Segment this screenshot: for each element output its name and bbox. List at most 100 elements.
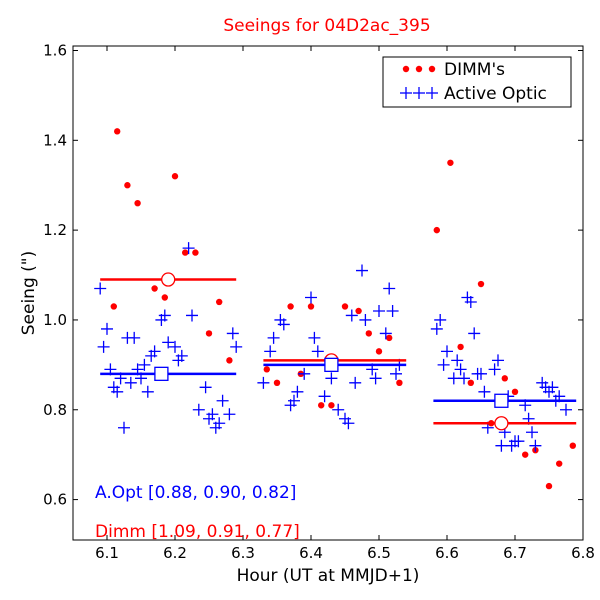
active-optic-point <box>311 345 324 358</box>
dimm-point <box>556 460 563 467</box>
legend-active-optic-marker <box>400 87 438 99</box>
active-optic-point <box>97 340 110 353</box>
active-optic-point <box>216 394 229 407</box>
active-optic-point <box>560 403 572 416</box>
chart-title: Seeings for 04D2ac_395 <box>223 16 430 36</box>
dimm-point <box>205 330 213 337</box>
active-optic-point <box>223 408 236 421</box>
plot-area <box>94 128 576 490</box>
active-optic-point <box>369 372 382 385</box>
active-optic-point <box>141 385 154 398</box>
active-optic-point <box>305 291 317 304</box>
dimm-point <box>341 303 349 310</box>
segment-means <box>100 272 577 431</box>
active-optic-point <box>267 331 280 344</box>
active-optic-point <box>359 313 372 326</box>
active-optic-point <box>454 363 467 376</box>
active-optic-point <box>308 331 321 344</box>
active-optic-point <box>495 439 508 452</box>
active-optic-point <box>492 354 504 367</box>
dimm-point <box>396 379 403 387</box>
dimm-point <box>545 482 553 490</box>
active-optic-point <box>379 327 392 340</box>
active-optic-point <box>434 313 447 326</box>
y-tick-label: 1.2 <box>43 221 67 239</box>
active-optic-point <box>332 403 345 416</box>
dimm-point <box>307 303 315 310</box>
active-optic-mean-marker <box>324 357 339 373</box>
legend-dimm-marker <box>402 65 436 73</box>
active-optic-point <box>94 282 107 295</box>
active-optic-point <box>468 327 481 340</box>
x-tick-label: 6.1 <box>95 544 119 562</box>
dimm-point <box>386 334 393 342</box>
dimm-point <box>114 128 121 135</box>
active-optic-point <box>288 394 300 407</box>
active-optic-point <box>512 435 525 448</box>
dimm-point <box>447 159 454 166</box>
legend-box <box>382 56 572 108</box>
active-optic-point <box>373 304 385 317</box>
x-tick-label: 6.5 <box>367 544 391 562</box>
plot-frame <box>72 45 584 541</box>
dimm-point <box>110 303 118 310</box>
active-optic-point <box>124 376 137 389</box>
dimm-point <box>182 249 189 256</box>
active-optic-point <box>318 390 331 403</box>
active-optic-point <box>175 349 188 362</box>
dimm-point <box>287 303 294 310</box>
active-optic-point <box>430 322 443 335</box>
active-optic-point <box>342 417 355 430</box>
active-optic-point <box>526 426 538 439</box>
x-tick-label: 6.8 <box>571 544 595 562</box>
active-optic-point <box>529 439 542 452</box>
active-optic-point <box>264 345 277 358</box>
dimm-point <box>273 379 281 387</box>
active-optic-point <box>128 331 141 344</box>
dimm-point <box>171 173 179 180</box>
x-tick-label: 6.3 <box>231 544 255 562</box>
active-optic-mean-marker <box>154 366 169 381</box>
dimm-point <box>467 379 474 387</box>
active-optic-point <box>226 327 239 340</box>
dimm-point <box>433 226 440 234</box>
active-optic-point <box>386 304 399 317</box>
active-optic-point <box>349 376 362 389</box>
active-optic-point <box>138 358 151 371</box>
dimm-point <box>226 357 233 364</box>
y-tick-label: 1.4 <box>43 131 67 149</box>
x-tick-label: 6.6 <box>435 544 459 562</box>
dimm-point <box>365 330 372 337</box>
dimm-point <box>355 307 362 315</box>
active-optic-point <box>186 309 198 322</box>
axis-ticks: 6.1 6.2 6.3 6.4 6.5 6.6 6.7 6.8 0.6 0.8 1.0 1.2 1.4 1… <box>43 41 595 562</box>
dimm-point <box>522 451 529 458</box>
active-optic-point <box>213 417 226 430</box>
active-optic-point <box>192 403 205 416</box>
active-optic-point <box>206 408 219 421</box>
dimm-point <box>477 280 485 288</box>
active-optic-mean-marker <box>494 393 509 408</box>
aopt-summary-annotation: A.Opt [0.88, 0.90, 0.82] <box>95 483 296 503</box>
dimm-point <box>134 199 141 207</box>
active-optic-point <box>169 340 181 353</box>
y-tick-label: 1.0 <box>43 311 67 329</box>
dimm-point <box>318 402 325 409</box>
active-optic-point <box>345 309 358 322</box>
active-optic-point <box>291 385 304 398</box>
y-tick-label: 1.6 <box>43 41 67 59</box>
active-optic-point <box>199 381 212 394</box>
legend: DIMM's Active Optic <box>382 56 572 108</box>
active-optic-point <box>451 354 464 367</box>
dimm-point <box>501 375 508 382</box>
active-optic-point <box>390 367 402 380</box>
active-optic-point <box>101 322 113 335</box>
active-optic-point <box>230 340 243 353</box>
dimm-point <box>151 285 158 292</box>
legend-label-active-optic: Active Optic <box>444 84 547 104</box>
active-optic-point <box>182 242 195 255</box>
x-tick-label: 6.2 <box>163 544 187 562</box>
dimm-point <box>457 343 464 351</box>
x-tick-label: 6.4 <box>299 544 323 562</box>
